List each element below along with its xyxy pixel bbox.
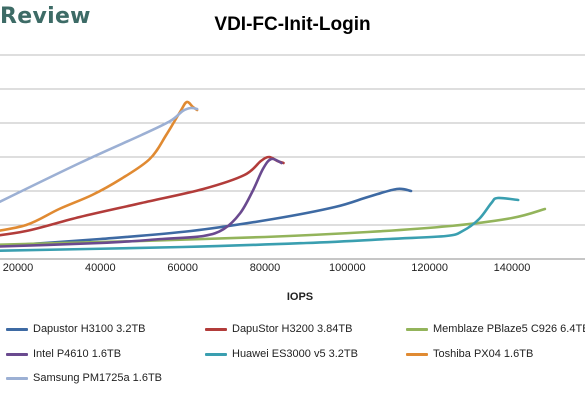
series-lines xyxy=(0,100,547,252)
series-line-4 xyxy=(0,157,283,248)
legend-label: Memblaze PBlaze5 C926 6.4TB xyxy=(433,323,585,335)
x-tick-label: 20000 xyxy=(3,262,34,274)
legend-swatch xyxy=(6,327,28,331)
legend-swatch xyxy=(6,376,28,380)
legend-swatch xyxy=(205,352,227,356)
legend-label: DapuStor H3200 3.84TB xyxy=(232,323,353,335)
legend-label: Dapustor H3100 3.2TB xyxy=(33,323,146,335)
series-line-6 xyxy=(0,100,199,232)
x-tick-labels: 20000 40000 60000 80000 100000 120000 140000 xyxy=(3,262,531,274)
legend-item: Huawei ES3000 v5 3.2TB xyxy=(205,347,358,361)
legend-label: Samsung PM1725a 1.6TB xyxy=(33,372,163,384)
legend-label: Toshiba PX04 1.6TB xyxy=(433,348,534,360)
legend-item: Memblaze PBlaze5 C926 6.4TB xyxy=(406,322,585,336)
legend-swatch xyxy=(6,352,28,356)
series-line-1 xyxy=(0,187,413,248)
legend-label: Intel P4610 1.6TB xyxy=(33,348,122,360)
x-tick-label: 140000 xyxy=(494,262,531,274)
x-axis-label: IOPS xyxy=(286,291,314,303)
x-tick-label: 120000 xyxy=(411,262,448,274)
legend-item: Dapustor H3100 3.2TB xyxy=(6,322,146,336)
legend-label: Huawei ES3000 v5 3.2TB xyxy=(232,348,358,360)
x-tick-label: 80000 xyxy=(250,262,281,274)
brand-logo-text: Review xyxy=(0,4,91,29)
legend-item: Samsung PM1725a 1.6TB xyxy=(6,371,162,385)
series-line-7 xyxy=(0,106,199,204)
x-tick-label: 40000 xyxy=(85,262,116,274)
legend-item: Intel P4610 1.6TB xyxy=(6,347,121,361)
legend-swatch xyxy=(406,352,428,356)
series-line-5 xyxy=(0,196,520,252)
legend-item: DapuStor H3200 3.84TB xyxy=(205,322,352,336)
gridlines xyxy=(0,54,585,260)
chart-title: VDI-FC-Init-Login xyxy=(214,14,371,35)
x-tick-label: 60000 xyxy=(167,262,198,274)
legend-swatch xyxy=(406,327,428,331)
legend-item: Toshiba PX04 1.6TB xyxy=(406,347,533,361)
x-tick-label: 100000 xyxy=(329,262,366,274)
legend-swatch xyxy=(205,327,227,331)
